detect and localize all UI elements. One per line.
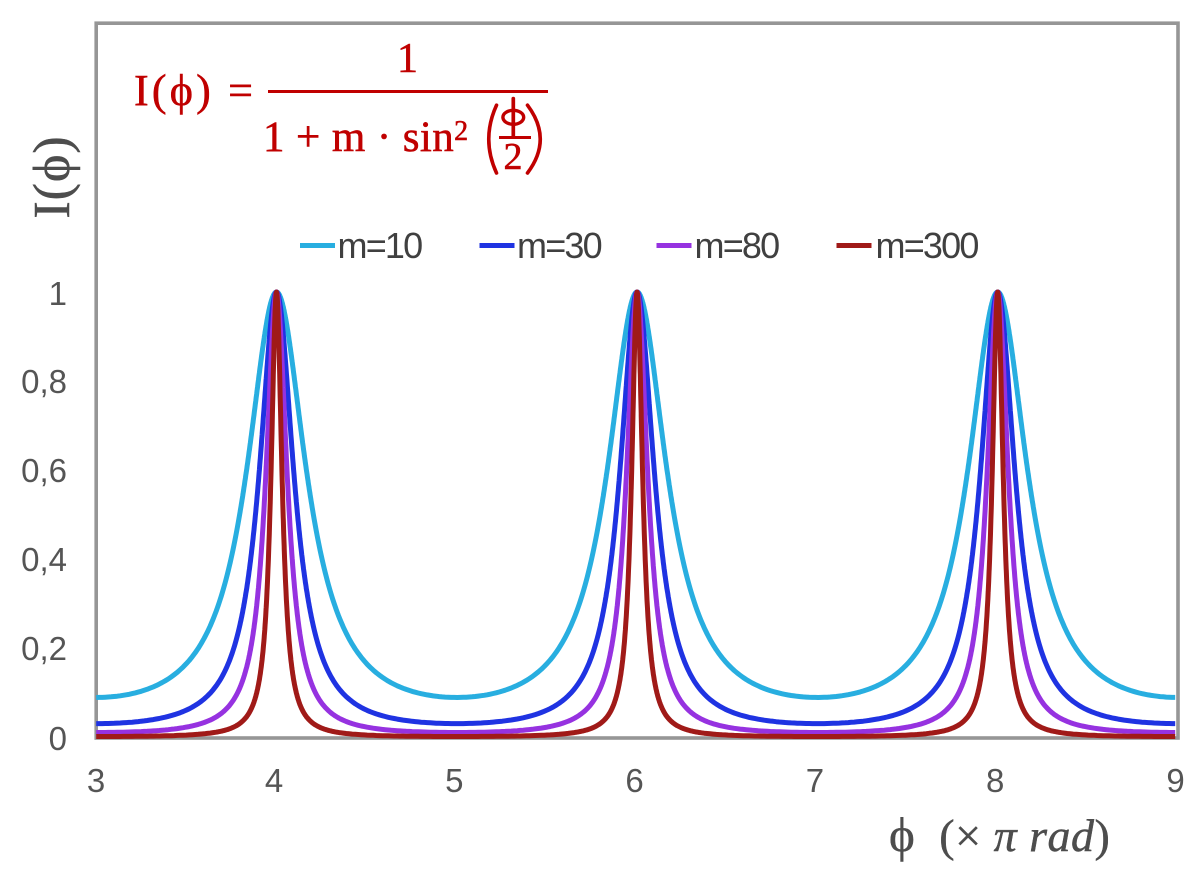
- svg-text:6: 6: [625, 762, 643, 799]
- svg-text:m=30: m=30: [517, 225, 602, 266]
- svg-text:7: 7: [806, 762, 824, 799]
- svg-text:ϕ (× π rad): ϕ (× π rad): [889, 807, 1110, 862]
- svg-text:m=300: m=300: [876, 225, 979, 266]
- svg-text:m=10: m=10: [338, 225, 423, 266]
- svg-text:0,4: 0,4: [21, 541, 67, 578]
- svg-text:8: 8: [986, 762, 1004, 799]
- svg-text:4: 4: [265, 762, 283, 799]
- svg-text:I(ϕ): I(ϕ): [24, 135, 81, 218]
- svg-text:0,8: 0,8: [21, 363, 67, 400]
- svg-text:0: 0: [49, 720, 67, 757]
- svg-text:5: 5: [445, 762, 463, 799]
- svg-text:m=80: m=80: [695, 225, 780, 266]
- svg-text:1: 1: [49, 275, 67, 312]
- svg-text:3: 3: [87, 762, 105, 799]
- svg-text:9: 9: [1166, 762, 1184, 799]
- svg-text:0,6: 0,6: [21, 452, 67, 489]
- svg-text:0,2: 0,2: [21, 630, 67, 667]
